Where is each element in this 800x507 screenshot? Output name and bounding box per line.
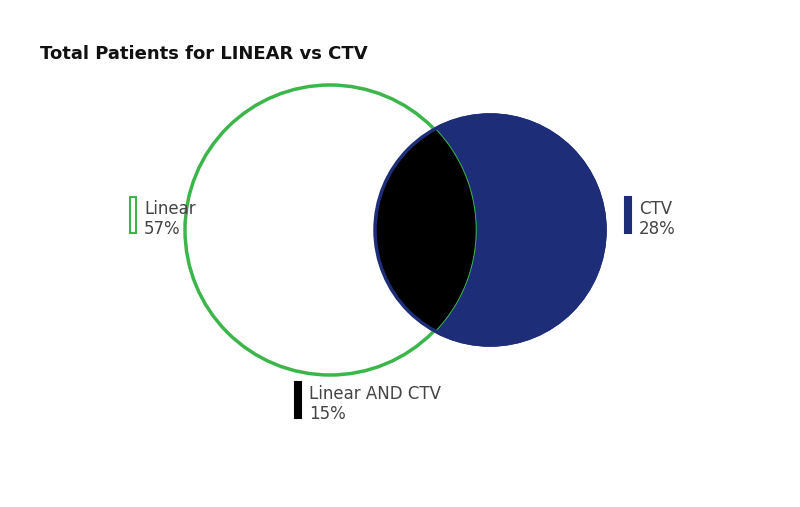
Polygon shape (375, 129, 475, 331)
Text: CTV: CTV (639, 200, 672, 218)
Text: Linear AND CTV: Linear AND CTV (309, 385, 441, 403)
Bar (625, 197, 631, 233)
Text: Linear: Linear (144, 200, 196, 218)
Polygon shape (375, 129, 475, 331)
Bar (130, 197, 136, 233)
Text: 57%: 57% (144, 220, 181, 238)
Text: Total Patients for LINEAR vs CTV: Total Patients for LINEAR vs CTV (40, 45, 368, 63)
Circle shape (185, 85, 475, 375)
Text: 28%: 28% (639, 220, 676, 238)
Text: 15%: 15% (309, 405, 346, 423)
Bar (295, 382, 301, 418)
Circle shape (375, 115, 605, 345)
